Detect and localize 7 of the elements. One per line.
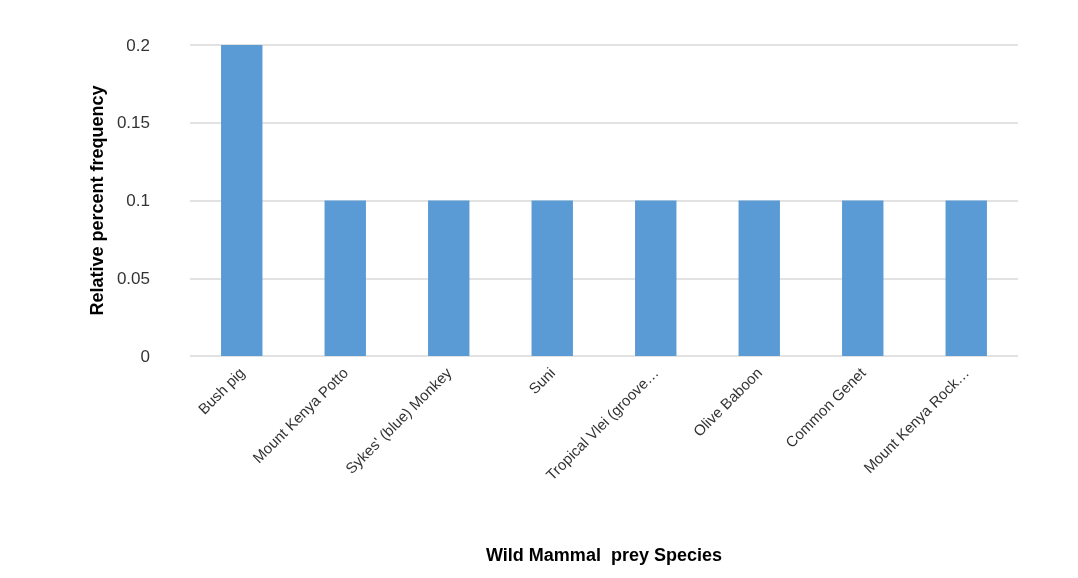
y-tick-label: 0 [140,346,150,366]
y-tick-label: 0.05 [116,268,150,288]
y-axis-title: Relative percent frequency [87,85,108,316]
x-axis-title: Wild Mammal prey Species [486,545,722,565]
y-tick-label: 0.2 [126,35,150,55]
y-tick-label: 0.1 [126,191,150,210]
y-tick-label: 0.15 [116,113,150,133]
